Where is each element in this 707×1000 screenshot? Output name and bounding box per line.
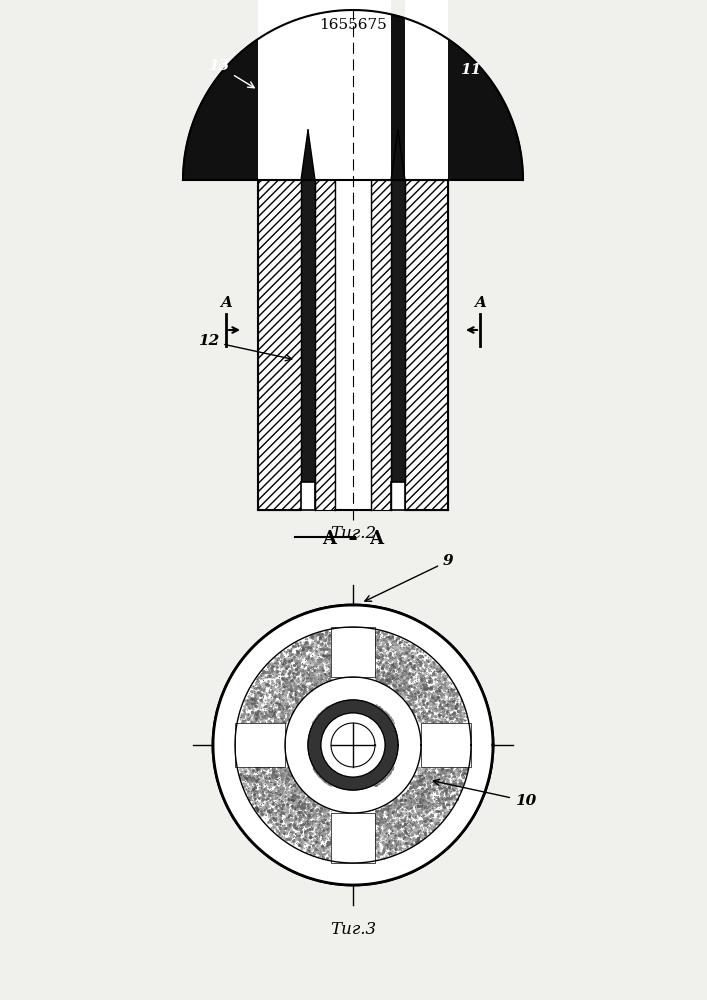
Polygon shape — [391, 130, 405, 180]
Bar — [315, 0, 335, 185]
Text: 12: 12 — [198, 334, 292, 361]
Bar — [235, 723, 285, 767]
Text: 11: 11 — [460, 63, 481, 77]
Bar — [258, 180, 301, 510]
Text: 10: 10 — [433, 779, 536, 808]
Polygon shape — [301, 130, 315, 180]
Text: Τиг.2: Τиг.2 — [330, 525, 376, 542]
Circle shape — [235, 627, 471, 863]
Bar — [258, 0, 301, 185]
Bar — [331, 627, 375, 677]
Text: A  –  A: A – A — [322, 530, 384, 548]
Bar — [391, 180, 405, 482]
Bar — [421, 723, 471, 767]
Bar — [331, 627, 375, 677]
Bar — [315, 0, 335, 185]
Text: 9: 9 — [365, 554, 454, 601]
Bar — [405, 0, 448, 185]
Polygon shape — [183, 10, 523, 180]
Bar — [258, 180, 301, 510]
Bar — [421, 723, 471, 767]
Bar — [301, 482, 315, 510]
Bar — [371, 180, 391, 510]
Bar — [335, 180, 371, 510]
Bar — [335, 0, 371, 185]
Text: 1655675: 1655675 — [319, 18, 387, 32]
Bar — [371, 180, 391, 510]
Text: A: A — [220, 296, 232, 310]
Bar — [301, 180, 315, 482]
Bar — [331, 813, 375, 863]
Text: 13: 13 — [208, 59, 255, 88]
Bar — [258, 180, 448, 510]
Bar — [371, 0, 391, 185]
Bar — [258, 0, 344, 180]
Bar — [405, 180, 448, 510]
Text: Τиг.3: Τиг.3 — [330, 921, 376, 938]
Bar — [371, 0, 391, 185]
Bar — [315, 180, 335, 510]
Text: A: A — [474, 296, 486, 310]
Bar — [391, 482, 405, 510]
Bar — [315, 180, 335, 510]
Bar — [405, 0, 448, 185]
Circle shape — [213, 605, 493, 885]
Circle shape — [321, 713, 385, 777]
Bar — [235, 723, 285, 767]
Bar — [258, 0, 301, 185]
Bar — [331, 813, 375, 863]
Bar — [405, 180, 448, 510]
